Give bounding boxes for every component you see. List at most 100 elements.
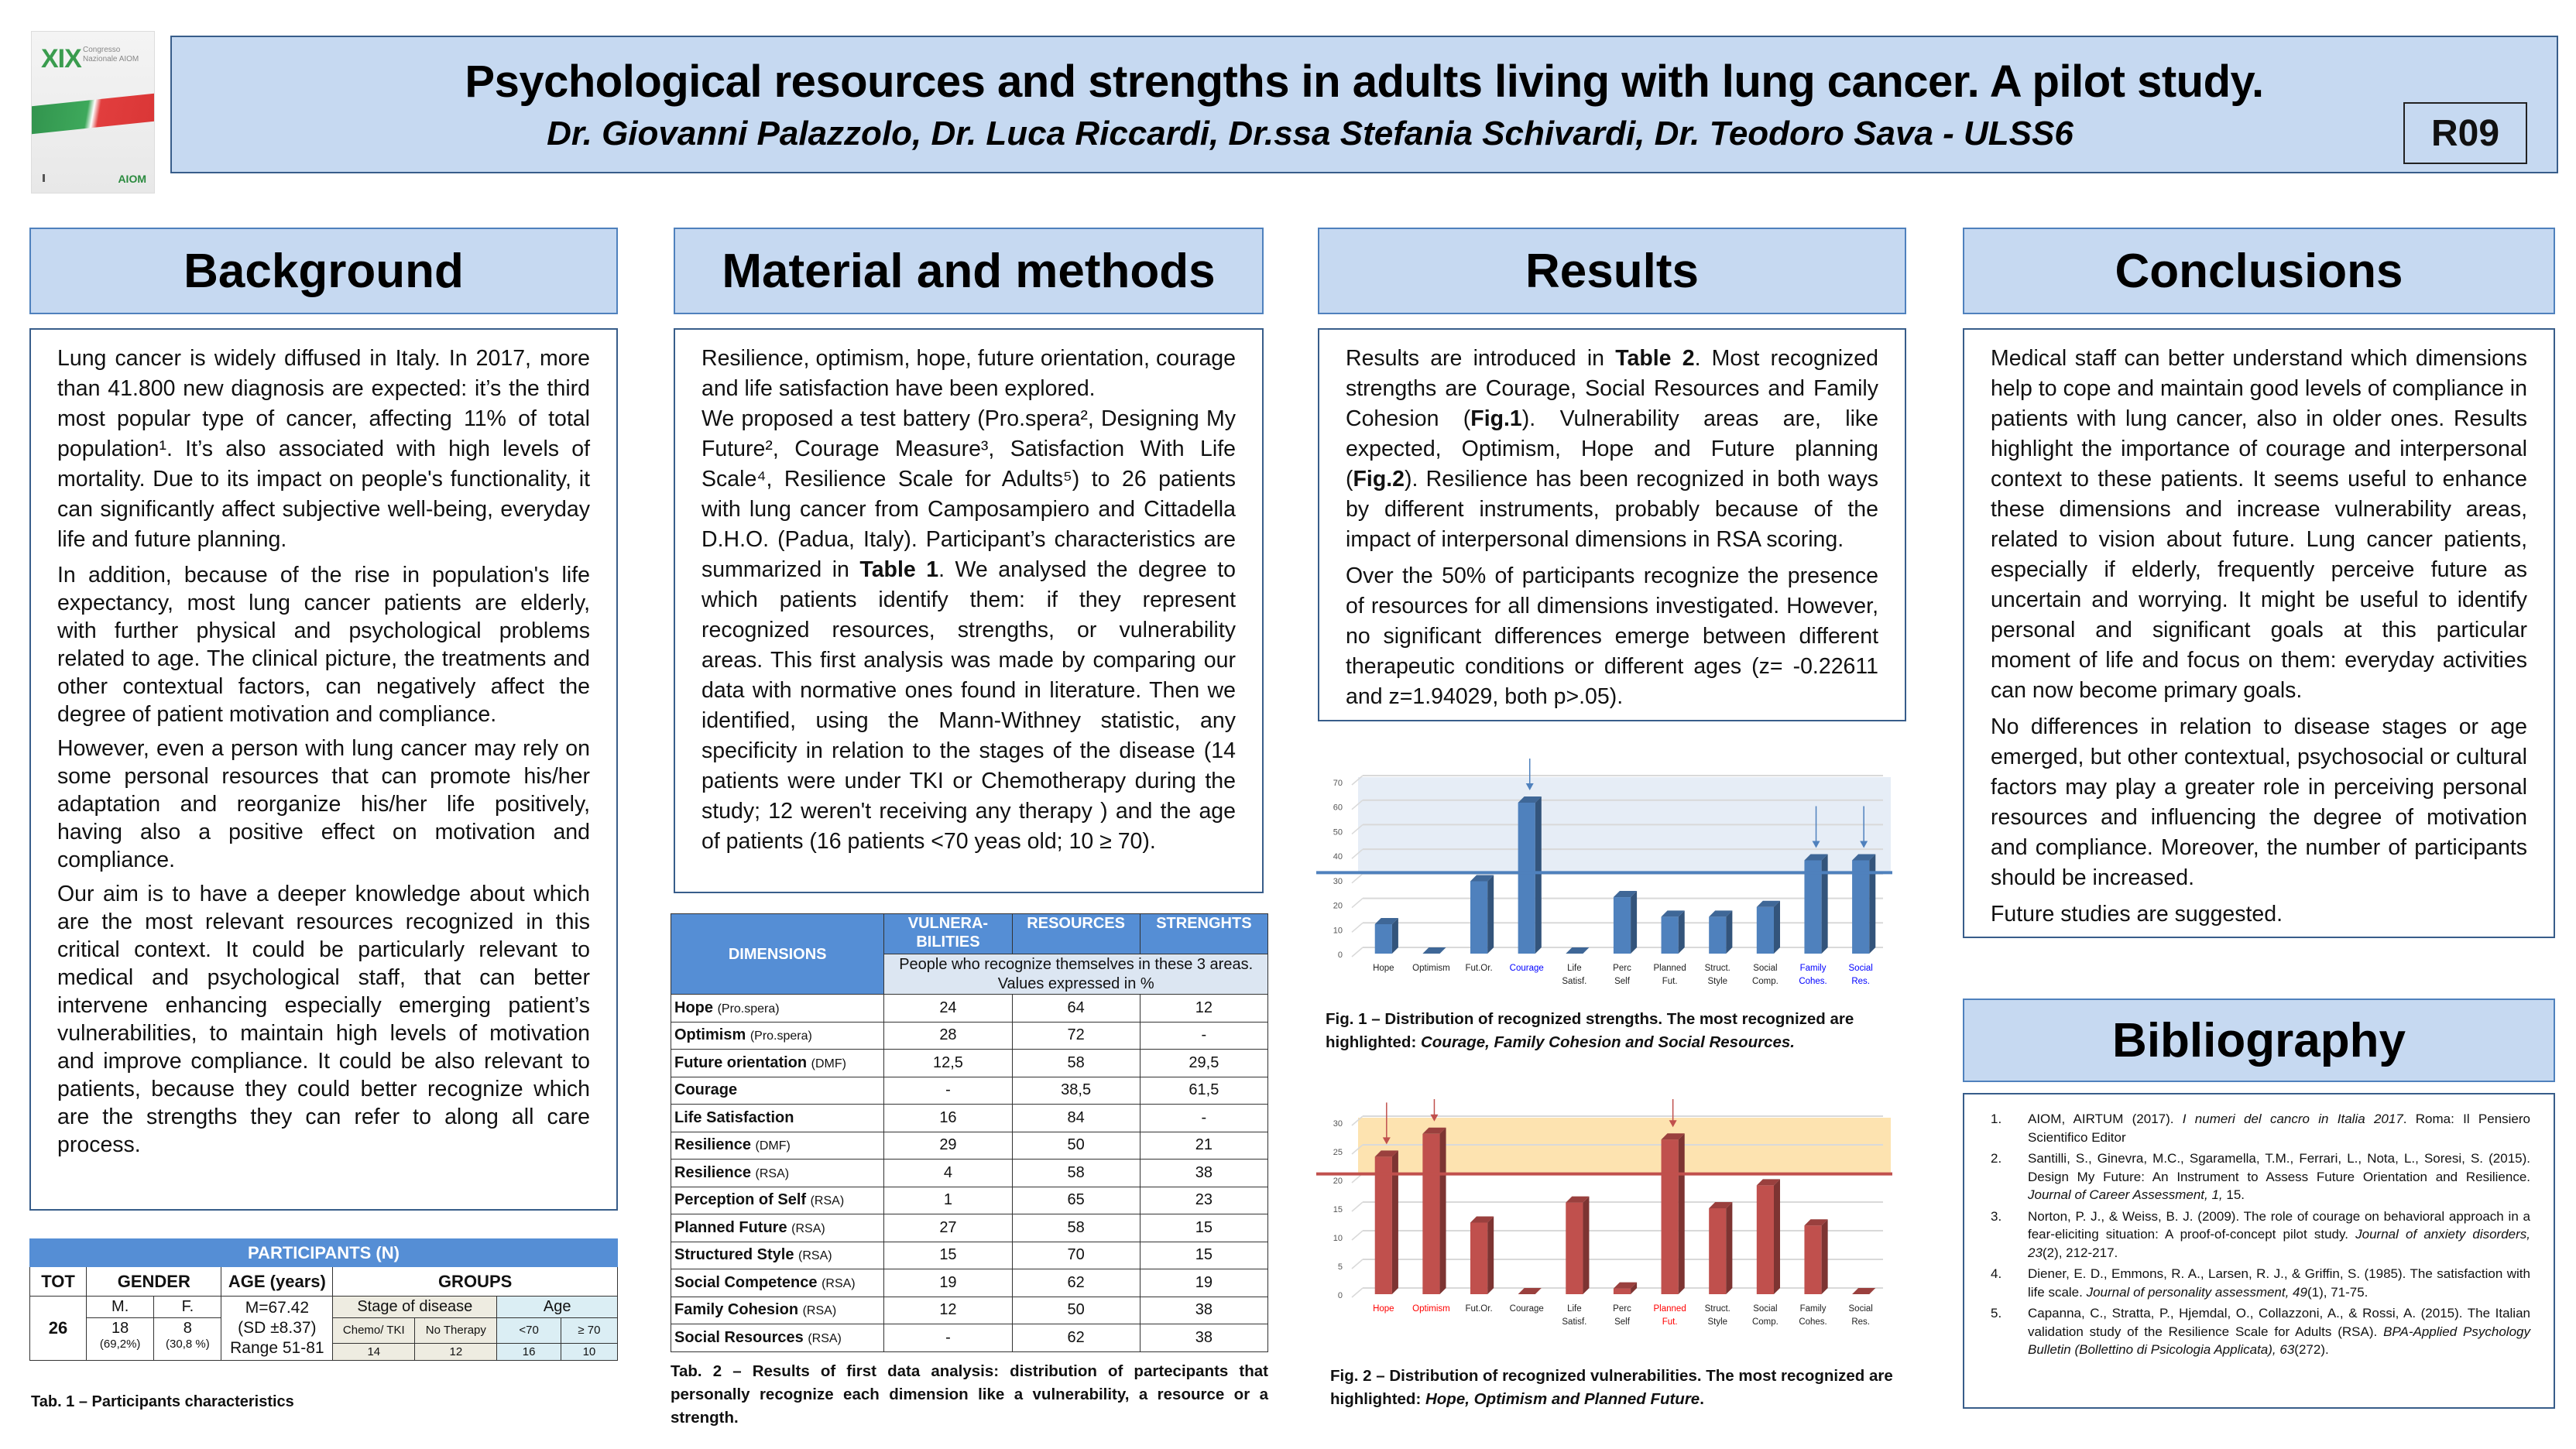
strength-value: 38 [1139, 1296, 1269, 1324]
bar-side [1391, 1150, 1398, 1294]
section-heading-background: Background [29, 228, 618, 314]
strength-value: 21 [1139, 1131, 1269, 1160]
dimension-name: Future orientation (DMF) [670, 1049, 885, 1077]
strength-value: - [1139, 1021, 1269, 1050]
bar-side [1439, 1127, 1446, 1294]
dimension-instrument: (DMF) [755, 1139, 791, 1153]
male-count: 18 [111, 1320, 129, 1337]
age-range: Range 51-81 [230, 1339, 324, 1357]
bar [1709, 1208, 1727, 1294]
strength-value: 38 [1139, 1324, 1269, 1352]
sponsor-mark [43, 174, 89, 182]
citation-authors: AIOM, AIRTUM (2017). [2028, 1112, 2183, 1126]
female-count: 8 [183, 1320, 192, 1337]
fig1-caption: Fig. 1 – Distribution of recognized stre… [1326, 1008, 1914, 1054]
results-text: Results are introduced in [1346, 346, 1616, 371]
x-axis-label: Life Satisf. [1562, 964, 1586, 986]
methods-text: We proposed a test battery (Pro.spera², … [701, 406, 1236, 582]
bibliography-item: 5. Capanna, C., Stratta, P., Hjemdal, O.,… [1988, 1304, 2530, 1359]
table1-total: 26 [29, 1296, 87, 1361]
bar-side [1631, 891, 1638, 954]
dimension-name: Family Cohesion (RSA) [670, 1296, 885, 1324]
strength-value: 61,5 [1139, 1076, 1269, 1105]
x-axis-label: Optimism [1412, 964, 1450, 973]
aiom-logo-text: AIOM [118, 173, 146, 185]
table2-row: Optimism (Pro.spera) 28 72- [670, 1021, 1269, 1050]
male-percent: (69,2%) [99, 1338, 141, 1351]
bar-side [1678, 1133, 1685, 1294]
poster-authors: Dr. Giovanni Palazzolo, Dr. Luca Riccard… [547, 115, 2073, 152]
vulnerability-value: - [883, 1324, 1013, 1352]
bar [1613, 897, 1631, 954]
table2-caption: Tab. 2 – Results of first data analysis:… [671, 1362, 1268, 1427]
bar-side [1821, 1219, 1828, 1294]
strength-value: 23 [1139, 1186, 1269, 1214]
vulnerability-value: 27 [883, 1214, 1013, 1242]
dimension-name: Social Resources (RSA) [670, 1324, 885, 1352]
logo-text: Congresso Nazionale AIOM [83, 46, 139, 63]
table1-stage-label: Stage of disease [332, 1296, 498, 1318]
x-axis-label: Hope [1373, 1304, 1394, 1314]
dimension-name: Social Competence (RSA) [670, 1269, 885, 1297]
x-axis-label: Struct. Style [1705, 964, 1730, 986]
resource-value: 62 [1011, 1324, 1141, 1352]
dimension-instrument: (RSA) [798, 1249, 832, 1263]
bar-side [1774, 900, 1781, 954]
table2-reference: Table 2 [1615, 346, 1695, 371]
y-tick-label: 20 [1333, 902, 1343, 911]
dimension-name: Perception of Self (RSA) [670, 1186, 885, 1214]
citation-source: Journal of Career Assessment, 1, [2028, 1187, 2223, 1202]
table1-header-age: AGE (years) [221, 1266, 334, 1297]
bar [1852, 860, 1870, 954]
dimension-instrument: (Pro.spera) [717, 1002, 780, 1016]
bibliography-number: 5. [1991, 1306, 2002, 1321]
table2-row: Future orientation (DMF) 12,5 58 29,5 [670, 1049, 1269, 1077]
bar-side [1678, 910, 1685, 954]
citation-source: I numeri del cancro in Italia 2017 [2182, 1112, 2403, 1126]
y-tick-label: 10 [1333, 926, 1343, 935]
dimension-label: Perception of Self [674, 1191, 807, 1209]
dimension-label: Future orientation [674, 1053, 808, 1071]
table1-caption: Tab. 1 – Participants characteristics [31, 1393, 294, 1410]
bar-side [1774, 1179, 1781, 1294]
table1-male-count: 18 (69,2%) [86, 1317, 155, 1361]
table1-header-groups: GROUPS [332, 1266, 618, 1297]
bar-top [1804, 854, 1828, 861]
x-axis-label: Planned Fut. [1654, 964, 1686, 986]
vulnerability-value: - [883, 1076, 1013, 1105]
logo-numeral: XIX [41, 44, 82, 74]
bibliography-item: 4. Diener, E. D., Emmons, R. A., Larsen, … [1988, 1265, 2530, 1301]
bibliography-text: Diener, E. D., Emmons, R. A., Larsen, R.… [2028, 1265, 2530, 1301]
citation-authors: Capanna, C., Stratta, P., Hjemdal, O., C… [2028, 1306, 2530, 1339]
strengths-bar-chart: 0 10 20 30 40 50 60 70 Hope Optimism Fut.Or. Courag… [1316, 759, 1892, 986]
y-tick-label: 30 [1333, 1119, 1343, 1129]
conclusions-paragraph: Future studies are suggested. [1991, 902, 2283, 927]
table2-row: Family Cohesion (RSA) 12 50 38 [670, 1296, 1269, 1324]
bibliography-text: Santilli, S., Ginevra, M.C., Sgaramella,… [2028, 1149, 2530, 1204]
gridline-depth [1351, 873, 1363, 884]
gridline-depth [1351, 1230, 1363, 1241]
section-heading-methods: Material and methods [674, 228, 1264, 314]
dimension-label: Optimism [674, 1026, 746, 1044]
vulnerability-value: 4 [883, 1159, 1013, 1187]
gridline-depth [1351, 1259, 1363, 1269]
bibliography-text: AIOM, AIRTUM (2017). I numeri del cancro… [2028, 1110, 2530, 1146]
section-heading-conclusions: Conclusions [1963, 228, 2555, 314]
x-axis-label: Life Satisf. [1562, 1304, 1586, 1327]
methods-text: . We analysed the degree to which patien… [701, 557, 1236, 854]
results-text: ). Vulnerability areas are, like expecte… [1346, 406, 1879, 492]
gridline-depth [1351, 824, 1363, 834]
bibliography-box: 1. AIOM, AIRTUM (2017). I numeri del canc… [1963, 1093, 2555, 1409]
x-axis-label: Courage [1510, 1304, 1544, 1314]
dimension-instrument: (RSA) [802, 1304, 837, 1318]
table2-row: Social Resources (RSA) -62 38 [670, 1324, 1269, 1352]
bar-top [1374, 1150, 1398, 1157]
citation-authors: Norton, P. J., & Weiss, B. J. (2009). Th… [2028, 1208, 2530, 1242]
bar [1756, 906, 1775, 954]
vulnerability-value: 15 [883, 1241, 1013, 1269]
y-tick-label: 50 [1333, 827, 1343, 837]
table1-female-count: 8 (30,8 %) [153, 1317, 222, 1361]
bar-side [1821, 854, 1828, 954]
bar-side [1631, 1282, 1638, 1294]
methods-paragraph: We proposed a test battery (Pro.spera², … [701, 404, 1236, 857]
